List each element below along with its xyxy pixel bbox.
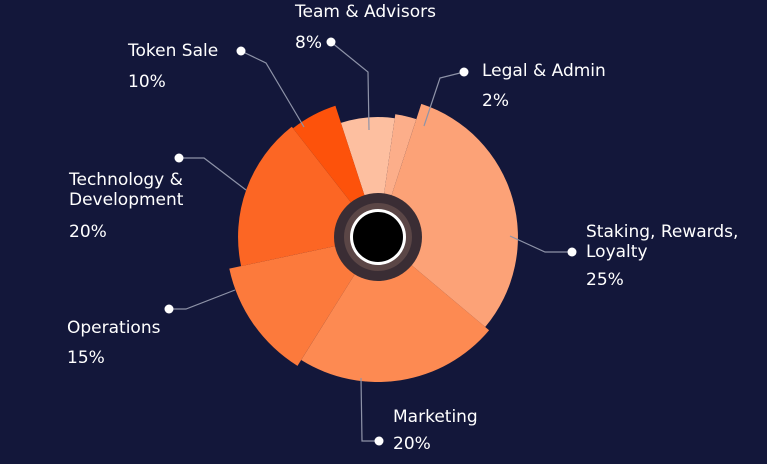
leader-line-staking-rewards-loyalty [509,235,572,253]
slice-staking-rewards-loyalty [378,103,518,328]
label-marketing: Marketing [393,407,478,427]
value-team-advisors: 8% [295,33,322,53]
leader-dot-technology-development [174,153,184,163]
leader-dot-marketing [374,436,384,446]
leader-line-legal-admin [423,71,465,127]
leader-dot-legal-admin [459,67,469,77]
leader-line-operations [169,289,236,310]
leader-line-team-advisors [330,41,370,131]
leader-line-technology-development [179,157,247,191]
slice-marketing [301,237,490,383]
leader-line-marketing [360,377,379,442]
leader-dot-operations [164,304,174,314]
value-marketing: 20% [393,434,431,454]
slice-operations [229,237,378,366]
leader-line-token-sale [240,50,305,128]
label-staking-rewards-loyalty: Staking, Rewards, Loyalty [586,222,739,262]
label-operations: Operations [67,318,161,338]
value-token-sale: 10% [128,72,166,92]
label-token-sale: Token Sale [128,41,219,61]
leader-dot-team-advisors [326,37,336,47]
center-core [353,212,403,262]
value-operations: 15% [67,348,105,368]
value-legal-admin: 2% [482,91,509,111]
leader-dot-staking-rewards-loyalty [567,247,577,257]
label-team-advisors: Team & Advisors [295,2,437,22]
value-staking-rewards-loyalty: 25% [586,270,624,290]
value-technology-development: 20% [69,222,107,242]
label-legal-admin: Legal & Admin [482,61,606,81]
leader-dot-token-sale [236,46,246,56]
label-technology-development: Technology & Development [69,170,184,210]
